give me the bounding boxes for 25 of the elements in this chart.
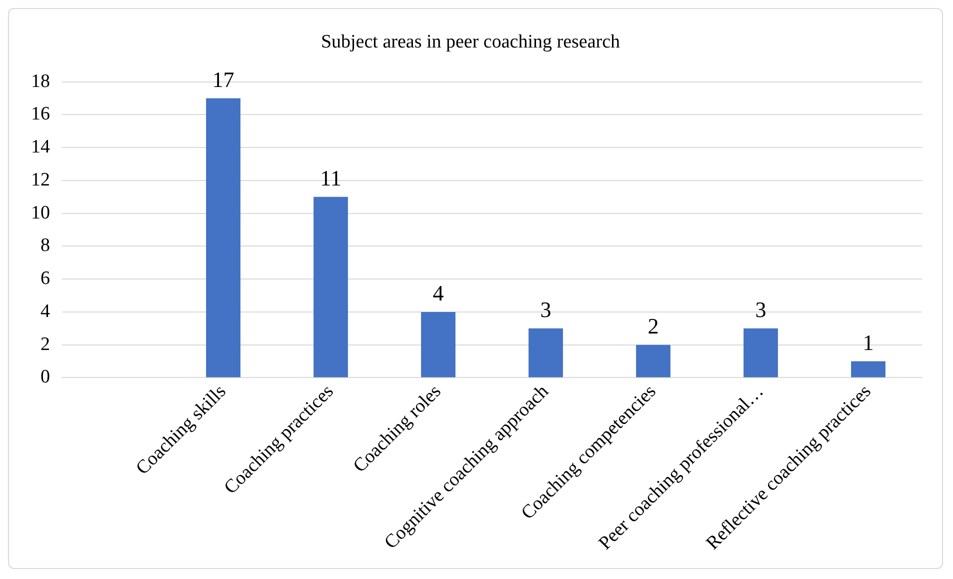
data-label: 4 (432, 280, 444, 306)
y-tick-label: 16 (31, 104, 50, 125)
bar (314, 196, 348, 378)
y-tick-label: 14 (31, 136, 50, 158)
data-label: 11 (320, 166, 342, 191)
bar (421, 312, 456, 378)
y-tick-label: 10 (31, 202, 50, 224)
bar (744, 328, 778, 378)
y-tick-label: 6 (40, 268, 50, 290)
data-label: 2 (648, 314, 659, 339)
y-tick-label: 2 (40, 334, 50, 355)
bar (851, 361, 886, 378)
data-label: 3 (540, 297, 552, 322)
data-label: 1 (862, 330, 874, 356)
y-tick-label: 4 (40, 300, 50, 322)
bar (206, 98, 240, 378)
data-label: 17 (212, 67, 234, 92)
y-tick-label: 18 (31, 70, 50, 92)
chart-title: Subject areas in peer coaching research (320, 31, 621, 52)
y-tick-label: 12 (31, 169, 50, 190)
y-tick-label: 0 (40, 366, 50, 388)
y-tick-label: 8 (40, 235, 50, 256)
data-label: 3 (755, 297, 766, 322)
bar (636, 344, 670, 378)
bar (528, 328, 563, 378)
